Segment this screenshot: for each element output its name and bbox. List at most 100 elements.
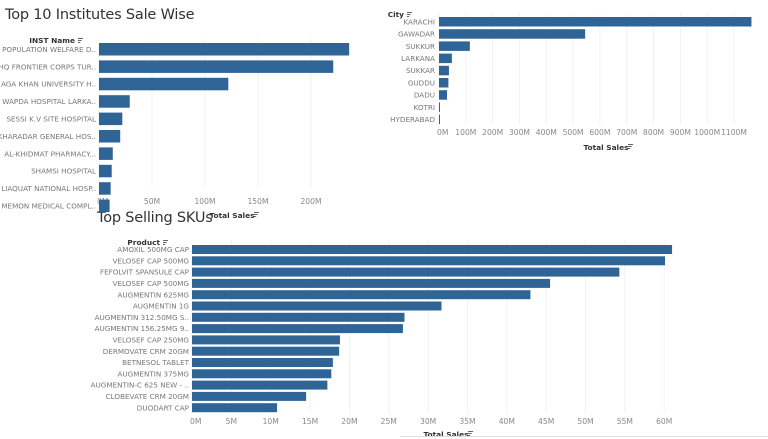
institutes-x-axis-label[interactable]: Total Sales	[209, 211, 255, 220]
skus-x-tick-label: 25M	[381, 417, 397, 426]
institutes-bar[interactable]	[99, 182, 111, 195]
institutes-category-label: SHAMSI HOSPITAL	[31, 167, 96, 176]
city-bar[interactable]	[439, 102, 440, 112]
skus-bar[interactable]	[192, 312, 405, 322]
skus-category-label: AUGMENTIN 156.25MG 9..	[95, 324, 189, 333]
institutes-x-tick-label: 100M	[194, 197, 215, 206]
city-bar[interactable]	[439, 114, 440, 125]
skus-bar[interactable]	[192, 324, 403, 334]
institutes-bar[interactable]	[99, 130, 121, 143]
skus-x-tick-label: 55M	[617, 417, 633, 426]
institutes-category-label: KHARADAR GENERAL HOS..	[0, 132, 96, 141]
city-x-tick-label: 200M	[482, 128, 503, 137]
skus-category-label: AUGMENTIN 1G	[133, 302, 189, 311]
skus-bar[interactable]	[192, 290, 531, 300]
institutes-x-tick-label: 50M	[144, 197, 160, 206]
city-category-label: SUKKUR	[406, 42, 435, 51]
city-bar[interactable]	[439, 53, 452, 64]
sort-descending-icon[interactable]	[407, 12, 412, 17]
skus-bar[interactable]	[192, 369, 332, 379]
skus-category-label: AUGMENTIN 625MG	[117, 290, 189, 299]
institutes-category-header[interactable]: INST Name	[29, 36, 75, 45]
institutes-bar[interactable]	[99, 43, 350, 56]
skus-category-label: CLOBEVATE CRM 20GM	[106, 392, 189, 401]
city-category-label: GUDDU	[408, 78, 435, 87]
institutes-category-label: AL-KHIDMAT PHARMACY...	[4, 149, 96, 158]
sort-descending-icon[interactable]	[163, 240, 168, 245]
city-category-header[interactable]: City	[388, 10, 404, 19]
city-x-tick-label: 1100M	[721, 128, 747, 137]
city-bar[interactable]	[439, 29, 586, 39]
sort-descending-icon[interactable]	[78, 38, 83, 43]
city-x-tick-label: 0M	[437, 128, 448, 137]
skus-bar[interactable]	[192, 278, 551, 288]
skus-bar[interactable]	[192, 267, 620, 277]
skus-bar[interactable]	[192, 380, 328, 390]
skus-category-header[interactable]: Product	[127, 238, 160, 247]
institutes-bar[interactable]	[99, 199, 110, 213]
skus-x-tick-label: 35M	[459, 417, 475, 426]
skus-bar[interactable]	[192, 346, 340, 356]
skus-x-tick-label: 10M	[263, 417, 279, 426]
skus-category-label: AUGMENTIN 312.50MG S..	[95, 313, 189, 322]
city-category-label: KARACHI	[403, 17, 435, 26]
skus-category-label: DERMOVATE CRM 20GM	[103, 347, 189, 356]
city-category-label: KOTRI	[414, 103, 435, 112]
skus-bar[interactable]	[192, 391, 307, 401]
skus-category-label: FEFOLVIT SPANSULE CAP	[100, 268, 190, 277]
city-category-label: DADU	[414, 91, 435, 100]
city-category-label: HYDERABAD	[390, 115, 435, 124]
city-x-tick-label: 900M	[670, 128, 691, 137]
institutes-bar[interactable]	[99, 60, 334, 73]
city-x-tick-label: 300M	[509, 128, 530, 137]
skus-bar[interactable]	[192, 335, 340, 345]
city-x-tick-label: 700M	[616, 128, 637, 137]
city-category-label: GAWADAR	[398, 30, 435, 39]
skus-category-label: VELOSEF CAP 250MG	[113, 336, 189, 345]
city-category-label: SUKKAR	[406, 66, 435, 75]
institutes-category-label: HQ FRONTIER CORPS TUR..	[0, 62, 96, 71]
skus-bar[interactable]	[192, 301, 442, 311]
city-bar[interactable]	[439, 65, 449, 76]
city-category-label: LARKANA	[401, 54, 435, 63]
skus-bar[interactable]	[192, 245, 673, 254]
institutes-category-label: AGA KHAN UNIVERSITY H..	[1, 80, 96, 89]
sort-descending-icon[interactable]	[254, 212, 259, 217]
skus-x-tick-label: 50M	[577, 417, 593, 426]
sort-descending-icon[interactable]	[468, 431, 473, 436]
institutes-bar[interactable]	[99, 95, 130, 108]
bottom-divider	[400, 436, 768, 437]
institutes-x-tick-label: 150M	[247, 197, 268, 206]
institutes-bar[interactable]	[99, 112, 123, 126]
institutes-x-tick-label: 200M	[300, 197, 321, 206]
institutes-bar[interactable]	[99, 147, 113, 160]
institutes-chart-title: Top 10 Institutes Sale Wise	[5, 7, 195, 23]
institutes-bar[interactable]	[99, 164, 112, 178]
institutes-bar[interactable]	[99, 77, 229, 91]
institutes-category-label: POPULATION WELFARE D..	[2, 45, 96, 54]
skus-x-tick-label: 20M	[341, 417, 357, 426]
city-bar[interactable]	[439, 90, 448, 100]
city-x-tick-label: 500M	[563, 128, 584, 137]
city-x-tick-label: 600M	[589, 128, 610, 137]
institutes-category-label: WAPDA HOSPITAL LARKA..	[2, 97, 96, 106]
skus-chart-title: Top Selling SKUs	[97, 210, 213, 226]
sort-descending-icon[interactable]	[628, 144, 633, 149]
skus-bar[interactable]	[192, 403, 277, 413]
city-x-tick-label: 800M	[643, 128, 664, 137]
skus-category-label: VELOSEF CAP 500MG	[113, 256, 189, 265]
skus-category-label: AUGMENTIN 375MG	[117, 369, 189, 378]
skus-category-label: VELOSEF CAP 500MG	[113, 279, 189, 288]
skus-x-axis-label[interactable]: Total Sales	[423, 430, 469, 439]
skus-bar[interactable]	[192, 256, 665, 266]
city-bar[interactable]	[439, 41, 470, 51]
city-bar[interactable]	[439, 78, 449, 88]
city-x-axis-label[interactable]: Total Sales	[583, 143, 629, 152]
skus-bar[interactable]	[192, 358, 333, 367]
skus-x-tick-label: 15M	[302, 417, 318, 426]
skus-x-tick-label: 40M	[499, 417, 515, 426]
skus-x-tick-label: 5M	[226, 417, 237, 426]
city-bar[interactable]	[439, 17, 752, 27]
